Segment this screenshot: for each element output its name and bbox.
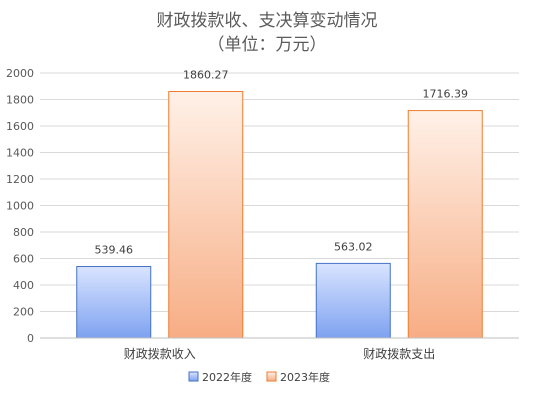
- data-label: 1716.39: [423, 88, 469, 101]
- y-tick-label: 200: [13, 306, 34, 319]
- category-label: 财政拨款支出: [363, 347, 435, 361]
- category-label: 财政拨款收入: [124, 347, 196, 361]
- legend-swatch: [266, 371, 277, 382]
- chart-title: 财政拨款收、支决算变动情况: [157, 11, 378, 31]
- legend-label: 2022年度: [202, 370, 252, 384]
- y-tick-label: 1400: [6, 147, 34, 160]
- data-label: 563.02: [334, 240, 373, 253]
- y-tick-label: 1200: [6, 173, 34, 186]
- y-tick-label: 400: [13, 279, 34, 292]
- legend-swatch: [188, 371, 199, 382]
- y-axis: 0 200 400 600 800 1000 1200 1400 1600 1800 2000: [6, 67, 34, 345]
- bar: [76, 266, 152, 339]
- data-label: 1860.27: [183, 69, 229, 82]
- y-tick-label: 600: [13, 253, 34, 266]
- bar: [168, 91, 244, 339]
- bars: 539.46 1860.27 563.02 1716.39: [76, 69, 483, 339]
- bar: [407, 110, 483, 339]
- y-tick-label: 2000: [6, 67, 34, 80]
- bar: [315, 262, 391, 339]
- data-label: 539.46: [95, 244, 134, 257]
- y-tick-label: 0: [27, 332, 34, 345]
- legend: 2022年度 2023年度: [188, 370, 330, 384]
- y-tick-label: 1800: [6, 94, 34, 107]
- chart-subtitle: （单位：万元）: [208, 35, 327, 55]
- y-tick-label: 800: [13, 226, 34, 239]
- legend-label: 2023年度: [280, 370, 330, 384]
- y-tick-label: 1000: [6, 200, 34, 213]
- y-tick-label: 1600: [6, 120, 34, 133]
- x-axis: 财政拨款收入 财政拨款支出: [40, 337, 519, 361]
